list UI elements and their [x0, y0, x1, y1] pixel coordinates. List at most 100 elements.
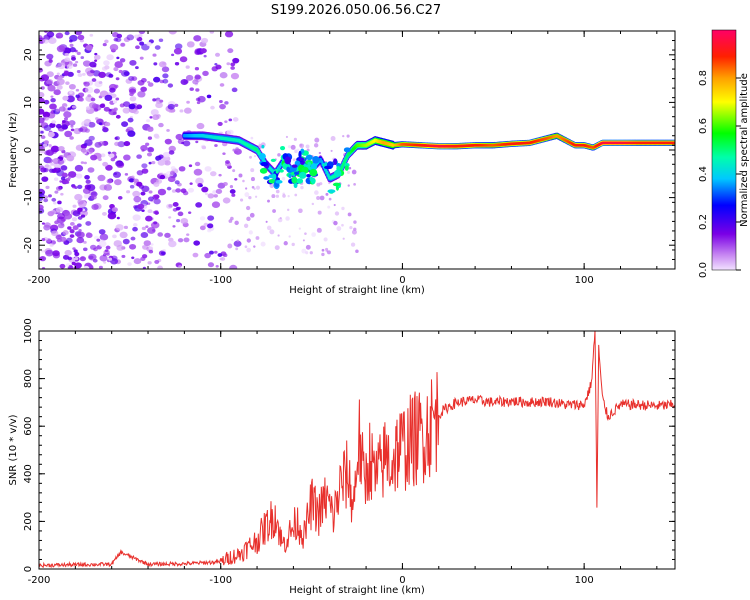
spectrogram-noise-speck — [136, 104, 143, 110]
spectrogram-noise-speck — [97, 174, 106, 182]
spectrogram-noise-speck — [57, 76, 63, 81]
snr-y-tick-label: 200 — [23, 512, 34, 531]
spectrogram-noise-speck — [311, 202, 315, 206]
spectrogram-noise-speck — [145, 142, 150, 146]
spectrogram-noise-speck — [203, 54, 207, 58]
snr-series-line — [39, 331, 675, 569]
spectrogram-noise-speck — [164, 160, 171, 166]
spectrogram-noise-speck — [227, 243, 233, 249]
spectrogram-noise-speck — [91, 204, 99, 210]
spectrogram-noise-speck — [115, 224, 124, 231]
spectrogram-noise-speck — [229, 189, 236, 194]
spectrogram-noise-speck — [72, 210, 81, 217]
spectrogram-noise-speck — [63, 117, 69, 121]
spectrogram-noise-speck — [63, 111, 72, 118]
spectrogram-noise-speck — [43, 34, 51, 41]
spectrogram-noise-speck — [39, 195, 44, 202]
spectrogram-ridge-blob — [333, 158, 338, 165]
spectrogram-noise-speck — [39, 255, 47, 262]
spectrogram-noise-speck — [104, 39, 109, 44]
spectrogram-noise-speck — [128, 178, 135, 183]
spectrogram-noise-speck — [234, 220, 239, 226]
spectrogram-noise-speck — [50, 163, 54, 166]
spectrogram-noise-speck — [286, 208, 290, 212]
spectrogram-noise-speck — [140, 231, 149, 239]
spectrogram-noise-speck — [56, 72, 60, 75]
spectrogram-noise-speck — [47, 210, 55, 217]
spectrogram-noise-speck — [218, 100, 223, 104]
spectrogram-noise-speck — [94, 141, 102, 148]
spectrogram-noise-speck — [48, 194, 52, 198]
spectrogram-noise-speck — [132, 223, 138, 227]
spectrogram-noise-speck — [105, 245, 111, 250]
spectrogram-noise-speck — [73, 249, 78, 253]
spectrogram-noise-speck — [123, 225, 129, 230]
spectrogram-noise-speck — [234, 177, 238, 181]
spectrogram-noise-speck — [214, 63, 218, 66]
spectrogram-noise-speck — [50, 95, 54, 98]
spectrogram-ridge-blob — [298, 157, 305, 162]
spectrogram-noise-speck — [225, 160, 230, 165]
spectrogram-noise-speck — [175, 188, 181, 193]
spectrogram-ridge-core — [344, 157, 348, 161]
spectrogram-x-tick-label: 100 — [575, 275, 594, 286]
spectrogram-noise-speck — [89, 61, 97, 68]
spectrogram-ridge-blob — [343, 147, 351, 153]
spectrogram-noise-speck — [219, 83, 225, 87]
spectrogram-noise-speck — [167, 176, 176, 183]
snr-x-tick-label: 0 — [399, 575, 405, 586]
spectrogram-noise-speck — [150, 243, 154, 246]
spectrogram-noise-speck — [45, 149, 54, 156]
spectrogram-ridge-blob — [270, 158, 276, 162]
spectrogram-noise-speck — [294, 149, 298, 154]
spectrogram-noise-speck — [158, 122, 164, 128]
spectrogram-noise-speck — [182, 140, 191, 147]
spectrogram-noise-speck — [275, 189, 280, 194]
spectrogram-noise-speck — [115, 37, 122, 43]
spectrogram-noise-speck — [46, 71, 54, 78]
spectrogram-noise-speck — [128, 103, 136, 110]
spectrogram-noise-speck — [230, 66, 235, 70]
spectrogram-noise-speck — [43, 124, 52, 132]
spectrogram-heatmap — [39, 31, 675, 269]
spectrogram-noise-speck — [77, 216, 83, 220]
spectrogram-noise-speck — [40, 86, 45, 90]
spectrogram-noise-speck — [136, 154, 142, 159]
spectrogram-noise-speck — [121, 121, 129, 127]
spectrogram-noise-speck — [93, 88, 101, 94]
spectrogram-noise-speck — [69, 229, 75, 234]
spectrogram-noise-speck — [49, 243, 54, 247]
spectrogram-noise-speck — [215, 64, 222, 70]
spectrogram-noise-speck — [207, 223, 214, 229]
spectrogram-noise-speck — [155, 155, 162, 161]
spectrogram-noise-speck — [186, 41, 195, 48]
spectrogram-noise-speck — [187, 187, 195, 193]
spectrogram-noise-speck — [88, 121, 96, 128]
spectrogram-noise-speck — [77, 184, 83, 189]
spectrogram-noise-speck — [183, 107, 192, 114]
spectrogram-noise-speck — [132, 226, 138, 232]
spectrogram-noise-speck — [128, 76, 135, 81]
spectrogram-noise-speck — [298, 227, 301, 230]
spectrogram-noise-speck — [116, 33, 123, 39]
spectrogram-noise-speck — [309, 251, 313, 255]
spectrogram-noise-speck — [131, 256, 135, 260]
spectrogram-noise-speck — [39, 67, 44, 73]
spectrogram-noise-speck — [85, 106, 91, 110]
spectrogram-noise-speck — [174, 103, 179, 107]
spectrogram-noise-speck — [206, 94, 212, 99]
spectrogram-noise-speck — [185, 65, 190, 69]
spectrogram-noise-speck — [260, 241, 266, 247]
spectrogram-noise-speck — [133, 34, 140, 39]
spectrogram-noise-speck — [96, 238, 101, 242]
spectrogram-noise-speck — [132, 190, 141, 198]
spectrogram-noise-speck — [107, 212, 117, 220]
spectrogram-noise-speck — [245, 205, 251, 211]
spectrogram-noise-speck — [88, 253, 97, 261]
spectrogram-ridge-core — [340, 165, 344, 169]
spectrogram-noise-speck — [43, 195, 49, 200]
spectrogram-noise-speck — [60, 192, 64, 196]
spectrogram-noise-speck — [141, 254, 148, 259]
spectrogram-y-axis-label: Frequency (Hz) — [8, 112, 19, 188]
